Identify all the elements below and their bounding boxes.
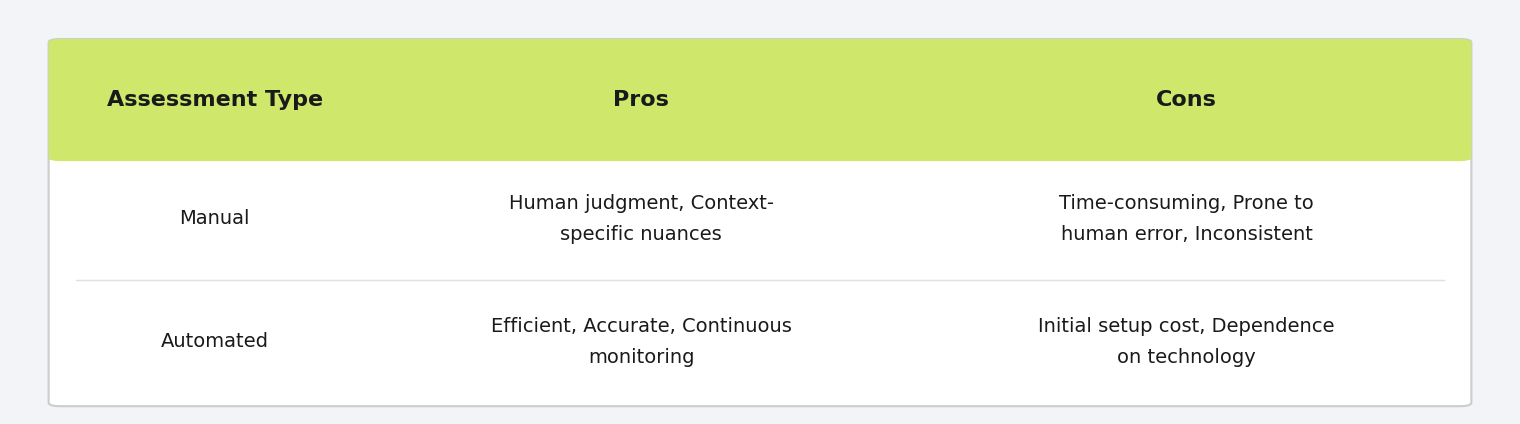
- Text: Pros: Pros: [613, 90, 669, 110]
- Text: Manual: Manual: [179, 209, 249, 229]
- Text: Automated: Automated: [161, 332, 269, 351]
- Text: Efficient, Accurate, Continuous
monitoring: Efficient, Accurate, Continuous monitori…: [491, 317, 792, 366]
- Bar: [61, 117, 1459, 158]
- FancyBboxPatch shape: [49, 39, 1471, 406]
- FancyBboxPatch shape: [49, 39, 1471, 161]
- Text: Assessment Type: Assessment Type: [106, 90, 322, 110]
- Text: Time-consuming, Prone to
human error, Inconsistent: Time-consuming, Prone to human error, In…: [1059, 194, 1313, 244]
- Text: Initial setup cost, Dependence
on technology: Initial setup cost, Dependence on techno…: [1038, 317, 1335, 366]
- Text: Human judgment, Context-
specific nuances: Human judgment, Context- specific nuance…: [509, 194, 774, 244]
- Text: Cons: Cons: [1157, 90, 1218, 110]
